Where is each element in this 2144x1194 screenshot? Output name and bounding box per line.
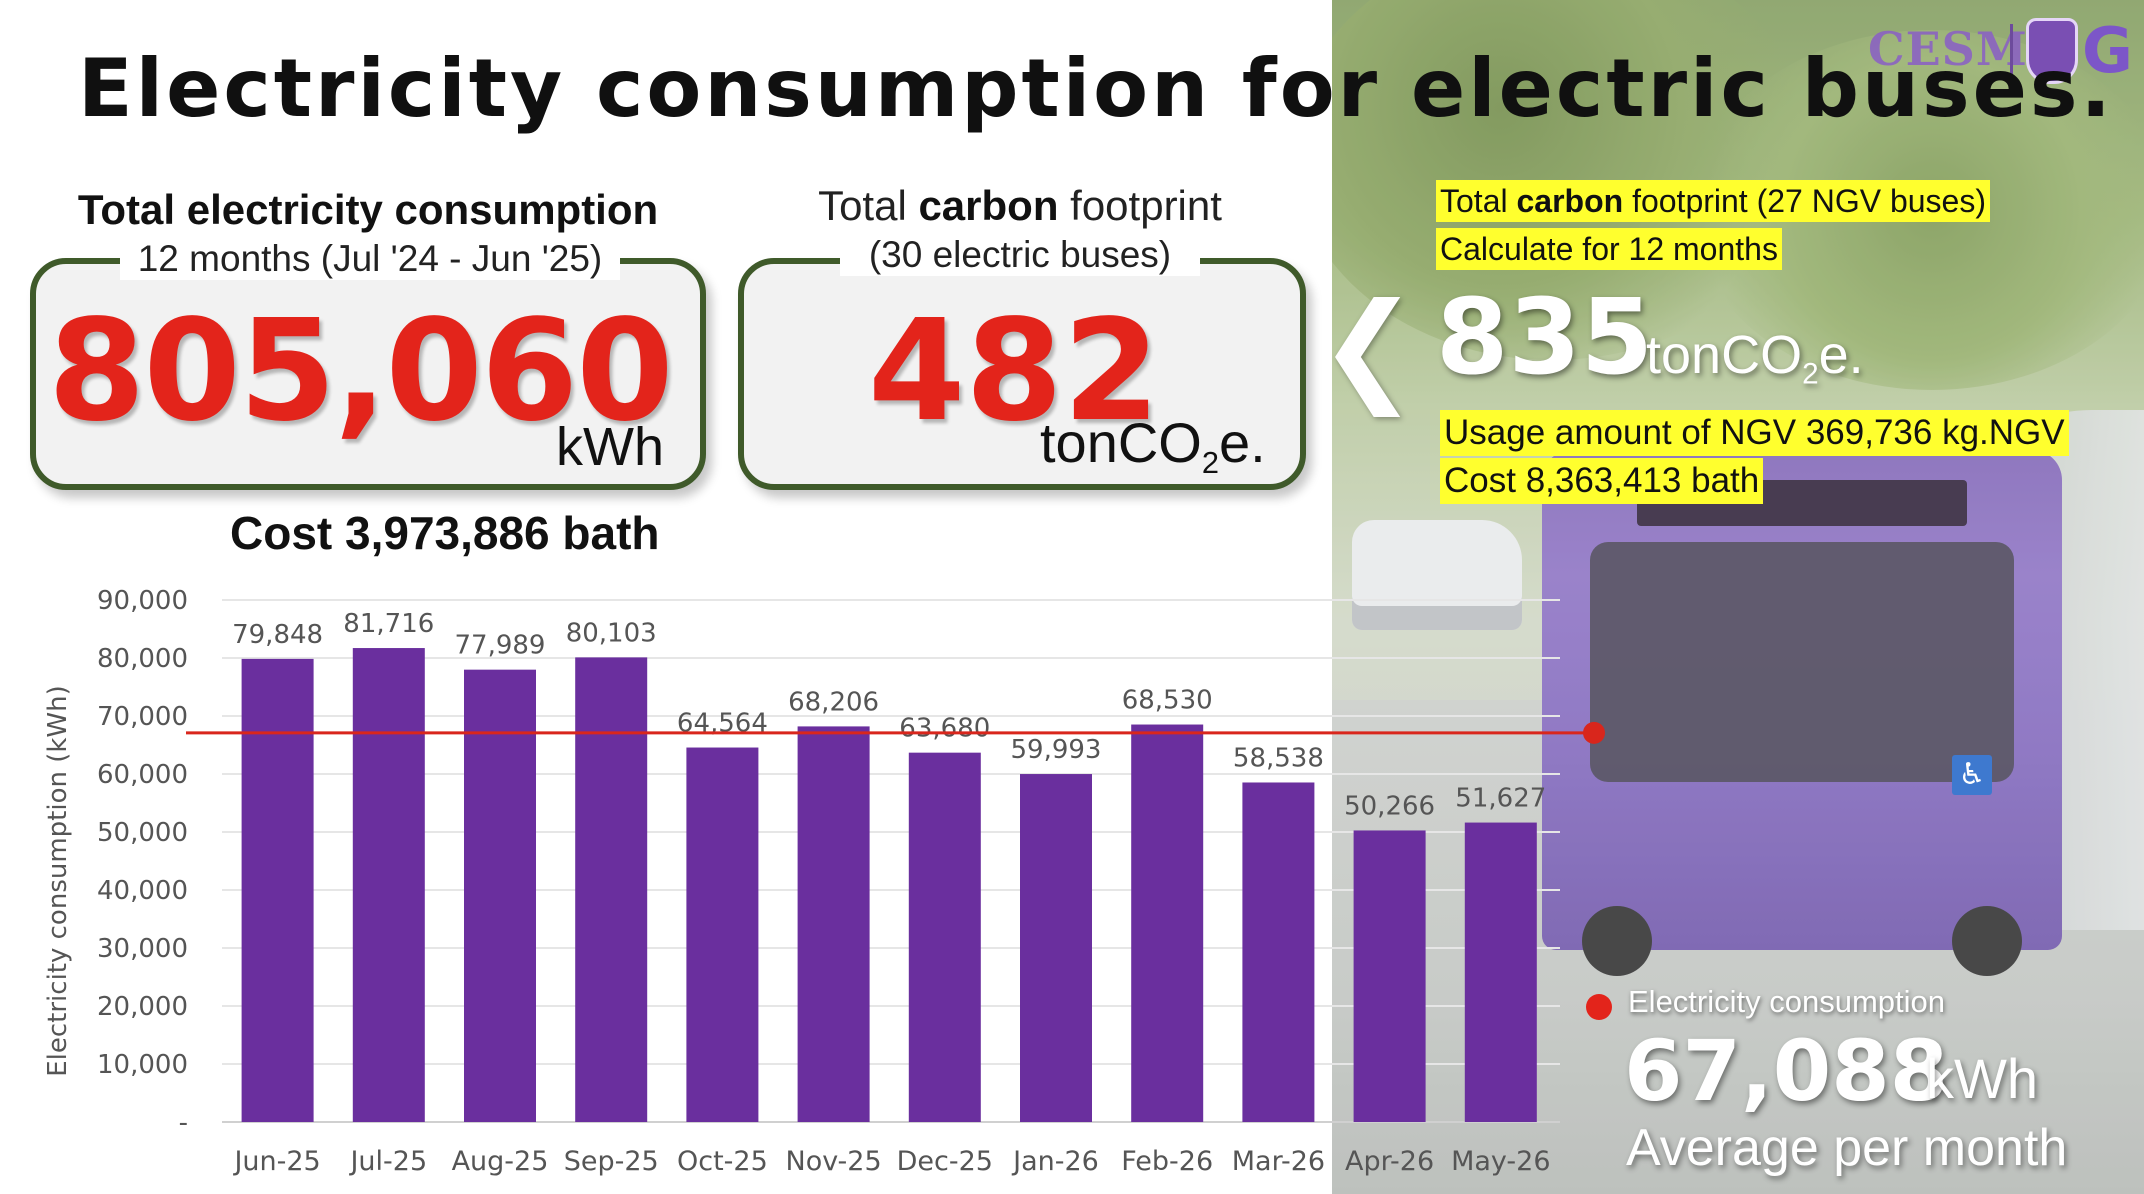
carbon-box-heading: Total carbon footprint	[790, 182, 1250, 230]
bar-value-label: 58,538	[1233, 743, 1324, 773]
bus-wheel	[1582, 906, 1652, 976]
bar-value-label: 50,266	[1344, 791, 1435, 821]
y-tick-label: 80,000	[97, 644, 188, 674]
y-tick-label: 40,000	[97, 876, 188, 906]
x-tick-label: Nov-25	[786, 1146, 882, 1177]
monthly-consumption-chart: - 10,000 20,000 30,000 40,000 50,000 60,000 70,…	[43, 586, 1605, 1177]
carbon-footprint-unit: tonCO2e.	[1040, 411, 1266, 480]
bar-value-label: 68,530	[1122, 686, 1213, 716]
bar-value-label: 68,206	[788, 687, 879, 717]
cesm-logo: CESM	[1868, 22, 2028, 76]
x-tick-label: Jun-25	[232, 1146, 320, 1177]
ngv-period: Calculate for 12 months	[1436, 228, 1782, 271]
average-value: 67,088	[1624, 1022, 1949, 1120]
average-caption: Average per month	[1626, 1119, 2068, 1177]
x-tick-label: Mar-26	[1232, 1146, 1325, 1177]
y-tick-label: 70,000	[97, 702, 188, 732]
total-electricity-value: 805,060	[48, 290, 674, 453]
average-unit: kWh	[1926, 1047, 2038, 1110]
x-tick-label: Oct-25	[677, 1146, 768, 1177]
bar-value-label: 79,848	[232, 620, 323, 650]
average-legend-dot	[1586, 994, 1612, 1020]
bar-Nov-25	[797, 726, 870, 1122]
average-label: Electricity consumption	[1628, 984, 1946, 1019]
bar-Oct-25	[686, 747, 759, 1122]
y-tick-label: 20,000	[97, 992, 188, 1022]
bar-value-label: 63,680	[899, 714, 990, 744]
total-electricity-unit: kWh	[556, 417, 664, 477]
bar-Aug-25	[464, 669, 536, 1122]
average-line-marker	[1583, 721, 1605, 744]
bar-value-label: 77,989	[455, 631, 546, 661]
wheelchair-icon: ♿	[1952, 755, 1992, 795]
y-tick-label: 10,000	[97, 1050, 188, 1080]
bar-Dec-25	[908, 752, 981, 1122]
university-seal-icon	[2026, 18, 2078, 84]
x-tick-label: Jan-26	[1011, 1146, 1099, 1177]
ngv-carbon-value: 835	[1436, 276, 1654, 398]
ngv-usage: Usage amount of NGV 369,736 kg.NGV	[1440, 410, 2069, 456]
electricity-box-period: 12 months (Jul '24 - Jun '25)	[120, 238, 620, 280]
bar-Jan-26	[1020, 774, 1092, 1122]
y-tick-label: 50,000	[97, 818, 188, 848]
bar-value-label: 81,716	[343, 609, 434, 639]
x-tick-label: Apr-26	[1345, 1146, 1434, 1177]
ngv-carbon-heading: Total carbon footprint (27 NGV buses)	[1436, 180, 1990, 223]
y-tick-label: 60,000	[97, 760, 188, 790]
total-electricity-box	[30, 258, 706, 490]
bar-Apr-26	[1353, 830, 1426, 1122]
parked-car	[1352, 520, 1522, 630]
bar-value-label: 80,103	[566, 618, 657, 648]
y-axis-title: Electricity consumption (kWh)	[43, 685, 73, 1077]
bar-value-label: 51,627	[1455, 784, 1546, 814]
g-logo-icon: G	[2082, 14, 2133, 87]
bar-Feb-26	[1131, 724, 1204, 1122]
x-tick-label: Sep-25	[564, 1146, 659, 1177]
page-title: Electricity consumption for electric bus…	[78, 42, 2114, 135]
chevron-left-icon: ❮	[1318, 278, 1419, 417]
ngv-cost: Cost 8,363,413 bath	[1440, 458, 1764, 504]
bar-value-label: 59,993	[1011, 735, 1102, 765]
logo-divider	[2010, 24, 2013, 76]
x-tick-label: Feb-26	[1121, 1146, 1213, 1177]
y-tick-label: 30,000	[97, 934, 188, 964]
electric-bus: ♿	[1542, 450, 2062, 976]
x-tick-label: Aug-25	[452, 1146, 549, 1177]
bar-Sep-25	[575, 657, 648, 1122]
y-tick-label: -	[179, 1108, 188, 1138]
bar-May-26	[1464, 822, 1537, 1122]
bus-wheel	[1952, 906, 2022, 976]
bar-Jul-25	[352, 648, 425, 1122]
x-tick-label: Jul-25	[348, 1146, 427, 1177]
x-tick-label: Dec-25	[897, 1146, 993, 1177]
carbon-footprint-value: 482	[868, 290, 1161, 453]
bar-Jun-25	[241, 658, 314, 1122]
electricity-box-heading: Total electricity consumption	[64, 186, 672, 234]
carbon-box-subheading: (30 electric buses)	[840, 234, 1200, 276]
y-tick-label: 90,000	[97, 586, 188, 616]
electricity-cost: Cost 3,973,886 bath	[230, 507, 660, 559]
bar-Mar-26	[1242, 782, 1315, 1122]
x-tick-label: May-26	[1451, 1146, 1550, 1177]
ngv-carbon-unit: tonCO2e.	[1646, 325, 1864, 391]
bus-windshield	[1590, 542, 2014, 782]
